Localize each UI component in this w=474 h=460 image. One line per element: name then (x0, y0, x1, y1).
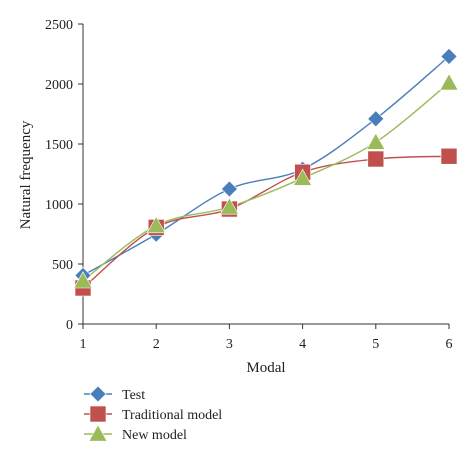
data-point-series-2 (73, 271, 93, 289)
data-point-series-0 (440, 47, 458, 65)
x-tick-label: 2 (153, 337, 160, 352)
y-tick-label: 1500 (45, 138, 73, 153)
x-axis-ticks: 1 2 3 4 5 6 (80, 324, 453, 352)
data-point-series-2 (366, 132, 386, 150)
data-point-series-0 (367, 110, 385, 128)
x-tick-label: 3 (226, 337, 233, 352)
legend-marker-diamond (89, 385, 107, 403)
legend: Test Traditional model New model (84, 385, 222, 443)
axes (82, 24, 449, 325)
data-point-series-1 (367, 150, 385, 168)
y-tick-label: 0 (66, 318, 73, 333)
data-point-series-1 (440, 147, 458, 165)
y-tick-label: 1000 (45, 198, 73, 213)
y-tick-label: 500 (52, 258, 73, 273)
legend-marker-square (89, 405, 107, 423)
data-point-series-0 (220, 180, 238, 198)
data-point-series-2 (439, 73, 459, 91)
legend-label: Test (122, 388, 145, 403)
x-tick-label: 6 (446, 337, 453, 352)
y-tick-label: 2000 (45, 78, 73, 93)
y-axis-label: Natural frequency (18, 120, 34, 229)
series-line-1 (82, 155, 450, 289)
series-markers (73, 47, 459, 297)
y-axis-ticks: 0 500 1000 1500 2000 2500 (45, 18, 83, 333)
x-tick-label: 1 (80, 337, 87, 352)
legend-label: New model (122, 428, 187, 443)
series-lines (82, 55, 450, 289)
data-point-series-2 (146, 215, 166, 234)
series-line-0 (82, 55, 450, 277)
data-point-series-2 (219, 197, 239, 215)
x-tick-label: 5 (372, 337, 379, 352)
series-line-2 (82, 82, 450, 282)
data-point-series-2 (293, 168, 313, 186)
y-tick-label: 2500 (45, 18, 73, 33)
x-axis-label: Modal (246, 360, 285, 376)
x-tick-label: 4 (299, 337, 306, 352)
legend-label: Traditional model (122, 408, 222, 423)
legend-marker-triangle (88, 424, 108, 442)
